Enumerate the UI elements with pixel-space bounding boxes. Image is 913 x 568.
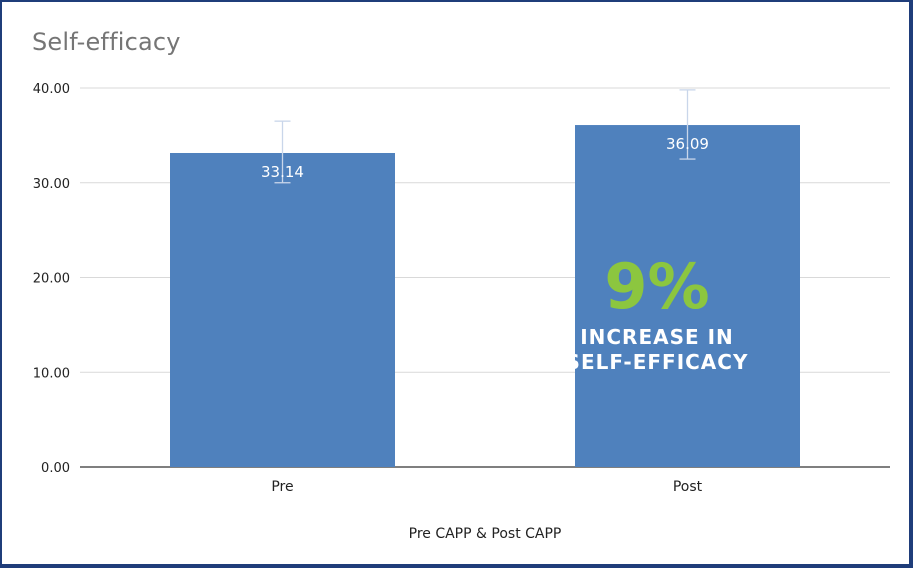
callout-line-1: INCREASE IN — [580, 325, 734, 349]
bars — [170, 125, 800, 468]
increase-callout: 9% INCREASE IN SELF-EFFICACY — [566, 250, 749, 374]
category-label: Pre — [271, 479, 293, 495]
error-bars — [274, 89, 696, 184]
bar-post — [575, 125, 800, 468]
data-label: 36.09 — [666, 135, 709, 153]
callout-line-2: SELF-EFFICACY — [566, 350, 749, 374]
y-tick-labels: 0.00 10.00 20.00 30.00 40.00 — [33, 82, 70, 476]
data-label: 33.14 — [261, 163, 304, 181]
y-tick-label: 0.00 — [41, 461, 70, 476]
x-axis-label: Pre CAPP & Post CAPP — [409, 526, 562, 542]
y-tick-label: 10.00 — [33, 366, 70, 381]
y-tick-label: 20.00 — [33, 272, 70, 287]
category-labels: Pre Post — [271, 479, 702, 495]
bar-pre — [170, 152, 395, 467]
chart-title: Self-efficacy — [32, 28, 181, 56]
increase-percent: 9% — [604, 250, 709, 323]
category-label: Post — [673, 479, 703, 495]
y-tick-label: 30.00 — [33, 177, 70, 192]
data-labels: 33.14 36.09 — [261, 135, 709, 181]
y-tick-label: 40.00 — [33, 82, 70, 97]
